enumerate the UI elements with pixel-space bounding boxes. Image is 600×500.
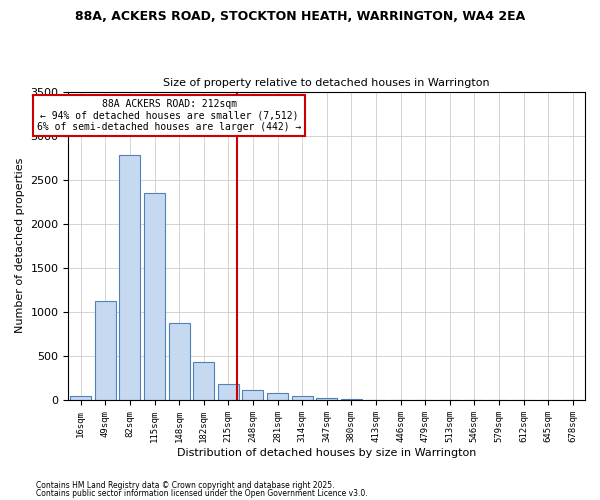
Bar — [341, 399, 362, 400]
Y-axis label: Number of detached properties: Number of detached properties — [15, 158, 25, 334]
Text: Contains public sector information licensed under the Open Government Licence v3: Contains public sector information licen… — [36, 488, 368, 498]
Bar — [119, 155, 140, 400]
Bar — [242, 390, 263, 400]
Title: Size of property relative to detached houses in Warrington: Size of property relative to detached ho… — [163, 78, 490, 88]
Bar — [267, 393, 288, 400]
Bar — [144, 193, 165, 400]
Text: 88A ACKERS ROAD: 212sqm
← 94% of detached houses are smaller (7,512)
6% of semi-: 88A ACKERS ROAD: 212sqm ← 94% of detache… — [37, 100, 301, 132]
Bar — [70, 396, 91, 400]
Bar — [193, 362, 214, 400]
Text: Contains HM Land Registry data © Crown copyright and database right 2025.: Contains HM Land Registry data © Crown c… — [36, 481, 335, 490]
Bar — [95, 302, 116, 400]
Bar — [218, 384, 239, 400]
Bar — [169, 324, 190, 400]
Text: 88A, ACKERS ROAD, STOCKTON HEATH, WARRINGTON, WA4 2EA: 88A, ACKERS ROAD, STOCKTON HEATH, WARRIN… — [75, 10, 525, 23]
X-axis label: Distribution of detached houses by size in Warrington: Distribution of detached houses by size … — [177, 448, 476, 458]
Bar — [316, 398, 337, 400]
Bar — [292, 396, 313, 400]
